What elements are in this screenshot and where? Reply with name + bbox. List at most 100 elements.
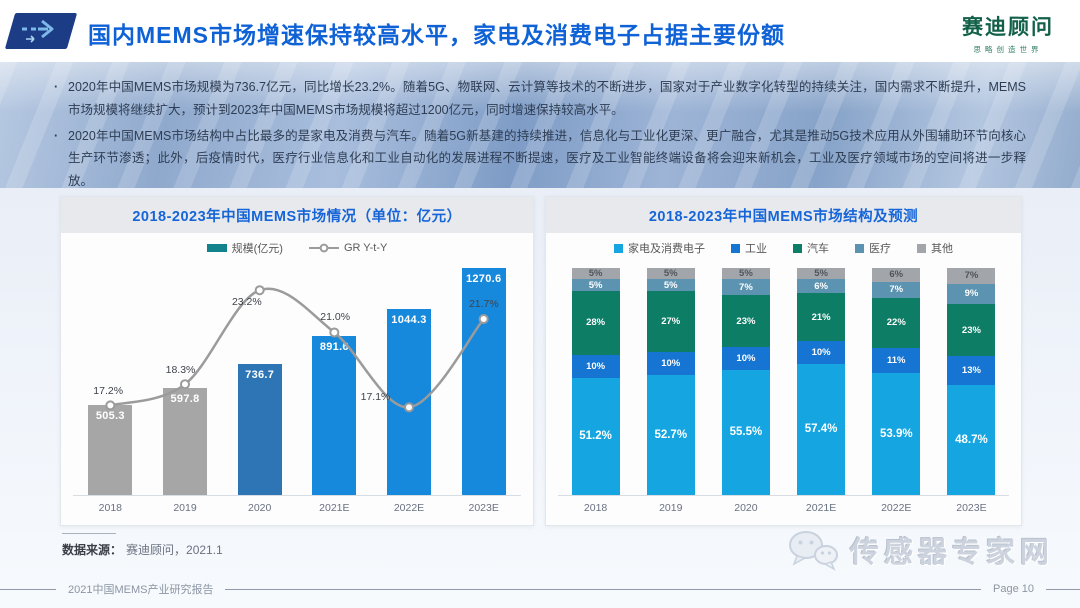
x-label-2019: 2019 [173, 502, 197, 514]
segment-label: 5% [814, 268, 828, 280]
x-label-2020: 2020 [248, 502, 272, 514]
legend-swatch-其他 [917, 243, 926, 253]
left-chart-plot: 505.3 597.8 736.7 891.6 1044.3 1270.6 17.2% 18.… [73, 263, 521, 496]
stack-2022E: 6% 7% 22% 11% 53.9% [872, 268, 921, 495]
stack-2023E: 7% 9% 23% 13% 48.7% [947, 268, 996, 495]
footer-rule-left [0, 588, 56, 590]
bar-value-2018: 505.3 [95, 409, 125, 422]
segment-家电及消费电子-2019: 52.7% [646, 375, 695, 495]
stack-slot-2021E: 5% 6% 21% 10% 57.4% [784, 263, 859, 495]
bar-2020: 736.7 [237, 363, 282, 495]
header: 国内MEMS市场增速保持较高水平，家电及消费电子占据主要份额 赛迪顾问 思略创造… [0, 0, 1080, 62]
report-title: 2021中国MEMS产业研究报告 [68, 584, 214, 596]
segment-label: 55.5% [729, 426, 763, 439]
segment-label: 23% [961, 324, 981, 336]
x-label-2022E: 2022E [881, 502, 912, 514]
bar-slot-2019: 597.8 [148, 263, 223, 495]
segment-工业-2022E: 11% [872, 347, 921, 373]
segment-汽车-2023E: 23% [947, 304, 996, 356]
right-chart-legend: 家电及消费电子 工业 汽车 医疗 其他 [546, 233, 1021, 263]
legend-swatch-工业 [731, 243, 740, 253]
legend-item-scale: 规模(亿元) [206, 240, 283, 256]
bar-value-2023E: 1270.6 [465, 273, 502, 286]
segment-label: 28% [586, 317, 606, 329]
wechat-bubbles-icon [788, 531, 838, 571]
legend-label-工业: 工业 [745, 243, 767, 255]
stack-slot-2018: 5% 5% 28% 10% 51.2% [558, 263, 633, 495]
source-rule [62, 533, 116, 534]
segment-其他-2019: 5% [646, 267, 695, 280]
growth-label-2022E: 17.1% [360, 391, 391, 404]
legend-item-家电及消费电子: 家电及消费电子 [614, 240, 705, 256]
page-title: 国内MEMS市场增速保持较高水平，家电及消费电子占据主要份额 [88, 22, 785, 48]
legend-label-医疗: 医疗 [869, 243, 891, 255]
summary-banner: 2020年中国MEMS市场规模为736.7亿元，同比增长23.2%。随着5G、物… [0, 62, 1080, 188]
segment-医疗-2020: 7% [721, 279, 770, 296]
segment-label: 5% [739, 268, 753, 280]
legend-swatch-家电及消费电子 [614, 243, 623, 253]
segment-label: 10% [811, 347, 831, 358]
stack-2018: 5% 5% 28% 10% 51.2% [571, 268, 620, 495]
growth-label-2020: 23.2% [231, 296, 262, 309]
bar-value-2022E: 1044.3 [391, 313, 427, 326]
segment-label: 5% [588, 279, 603, 291]
x-label-2022E: 2022E [393, 502, 425, 514]
segment-label: 23% [736, 315, 756, 327]
segment-label: 9% [964, 288, 979, 300]
segment-label: 21% [811, 311, 831, 323]
right-chart-x-axis: 2018 2019 2020 2021E 2022E 2023E [558, 496, 1009, 520]
segment-工业-2023E: 13% [947, 355, 996, 386]
segment-家电及消费电子-2023E: 48.7% [947, 385, 996, 495]
segment-医疗-2021E: 6% [797, 279, 846, 294]
logo-name: 赛迪顾问 [962, 15, 1054, 39]
left-chart-x-axis: 2018 2019 2020 2021E 2022E 2023E [73, 496, 521, 520]
segment-label: 53.9% [879, 427, 913, 440]
segment-家电及消费电子-2021E: 57.4% [797, 363, 846, 495]
segment-汽车-2018: 28% [571, 290, 620, 355]
segment-label: 5% [588, 268, 603, 280]
legend-item-工业: 工业 [731, 240, 767, 256]
growth-label-2023E: 21.7% [468, 298, 499, 310]
segment-工业-2018: 10% [571, 354, 620, 378]
legend-swatch-汽车 [793, 243, 802, 253]
stack-slot-2019: 5% 5% 27% 10% 52.7% [633, 263, 708, 495]
segment-label: 7% [739, 281, 753, 293]
segment-label: 5% [663, 268, 678, 280]
segment-label: 22% [886, 317, 906, 328]
watermark-text: 传感器专家网 [849, 537, 1054, 569]
x-label-2023E: 2023E [956, 502, 987, 514]
x-label-2021E: 2021E [319, 502, 350, 514]
bar-value-2019: 597.8 [170, 393, 200, 406]
stack-2020: 5% 7% 23% 10% 55.5% [721, 267, 770, 495]
bar-slot-2022E: 1044.3 [372, 263, 447, 495]
segment-label: 27% [661, 315, 681, 327]
x-label-2018: 2018 [98, 502, 123, 514]
stack-slot-2022E: 6% 7% 22% 11% 53.9% [859, 263, 934, 495]
segment-label: 13% [961, 365, 981, 377]
segment-label: 10% [736, 352, 756, 364]
summary-bullet: 2020年中国MEMS市场规模为736.7亿元，同比增长23.2%。随着5G、物… [54, 76, 1026, 122]
segment-汽车-2021E: 21% [797, 293, 846, 342]
segment-label: 5% [663, 279, 678, 291]
source-value: 赛迪顾问，2021.1 [126, 543, 223, 557]
segment-其他-2023E: 7% [947, 268, 996, 284]
market-structure-chart-panel: 2018-2023年中国MEMS市场结构及预测 家电及消费电子 工业 汽车 医疗 其他 … [545, 196, 1022, 526]
segment-家电及消费电子-2018: 51.2% [571, 377, 620, 495]
left-chart-legend: 规模(亿元) GR Y-t-Y [61, 233, 533, 263]
x-label-2021E: 2021E [805, 502, 837, 514]
bar-2021E: 891.6 [312, 335, 357, 495]
watermark: 传感器专家网 [786, 528, 1054, 572]
segment-医疗-2022E: 7% [872, 281, 921, 298]
growth-label-2018: 17.2% [93, 385, 124, 398]
footer-rule-right [1046, 588, 1080, 590]
segment-其他-2020: 5% [721, 267, 770, 280]
segment-工业-2020: 10% [721, 347, 770, 370]
legend-item-growth: GR Y-t-Y [308, 242, 387, 254]
legend-swatch-scale [206, 244, 227, 252]
page-number: Page 10 [993, 583, 1034, 595]
legend-label-汽车: 汽车 [807, 243, 829, 255]
segment-其他-2022E: 6% [872, 268, 921, 282]
bar-2022E: 1044.3 [387, 308, 432, 495]
segment-汽车-2019: 27% [646, 290, 695, 353]
